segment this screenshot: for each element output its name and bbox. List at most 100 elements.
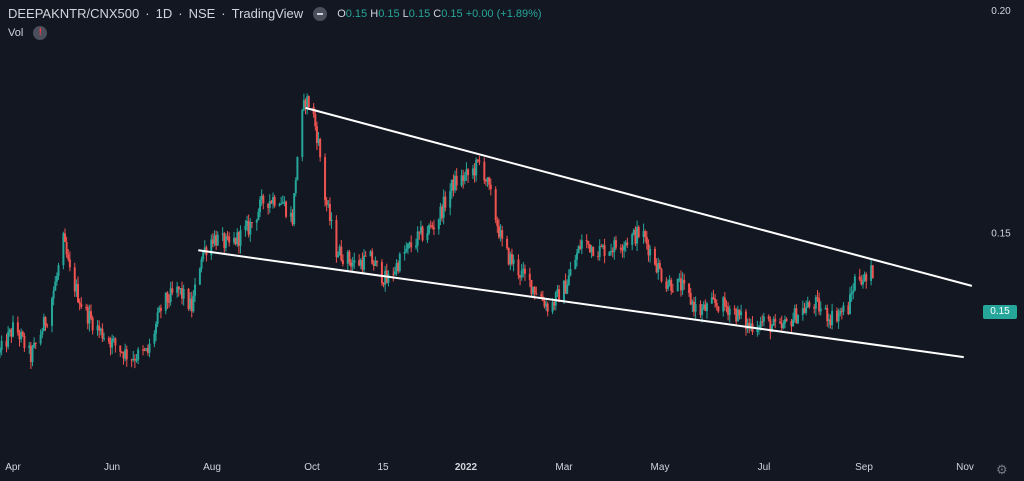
candle-body [553,302,556,306]
candle-body [705,303,708,311]
candle-body [556,289,559,293]
candle-body [712,297,715,300]
candle-body [829,319,832,326]
candle-body [8,329,11,332]
candle-body [317,138,320,143]
candle-body [439,206,442,220]
candle-body [792,319,795,327]
candle-body [337,255,340,257]
candle-body [691,301,694,305]
close-label: C [433,7,442,20]
candle-body [592,246,595,256]
volume-label[interactable]: Vol [8,27,24,39]
candle-body [57,265,60,277]
candle-body [660,269,663,282]
candle-body [285,201,288,217]
candle-body [770,325,773,333]
candle-body [614,240,617,248]
candle-body [387,273,390,283]
candle-body [566,284,569,294]
candle-body [190,298,193,312]
candle-body [278,204,281,206]
candle-body [486,177,489,182]
candle-body [203,247,206,253]
candle-body [46,325,49,327]
candle-body [416,231,419,246]
candle-body [255,219,258,223]
x-tick-label: Mar [555,462,573,473]
candle-body [233,237,236,243]
candle-body [301,109,304,158]
candle-body [262,195,265,204]
candle-body [125,349,128,360]
candle-body [722,297,725,312]
candle-body [39,334,42,344]
open-value: 0.15 [345,7,368,20]
candle-body [168,301,171,303]
candle-body [77,283,80,303]
candle-body [852,290,855,293]
trendlines-group [198,106,973,359]
candle-body [653,248,656,265]
candle-body [636,226,639,244]
candle-body [681,279,684,291]
alert-icon[interactable]: ! [33,26,48,40]
candle-body [805,307,808,313]
candle-body [506,238,509,248]
candle-body [813,306,816,309]
candle-body [723,297,726,306]
candle-body [335,219,338,257]
candle-body [155,323,158,334]
candle-body [5,340,8,347]
candle-body [522,268,525,271]
candle-body [142,349,145,351]
open-label: O [337,7,346,20]
candle-body [567,275,570,285]
candle-body [779,321,782,324]
gear-icon[interactable]: ⚙ [996,462,1008,477]
candle-body [146,348,149,353]
candle-body [704,304,707,311]
candle-body [236,232,239,245]
candle-body [358,260,361,266]
lower-trendline[interactable] [198,249,964,359]
low-value: 0.15 [408,7,431,20]
candle-body [10,329,13,337]
candle-body [476,159,479,161]
candle-body [215,235,218,246]
candle-body [835,310,838,322]
candle-body [327,203,330,205]
collapse-legend-icon[interactable] [313,6,328,21]
candle-body [455,175,458,186]
candle-body [808,302,811,307]
interval-label[interactable]: 1D [155,6,173,21]
candle-body [463,175,466,181]
candle-body [20,331,23,340]
candle-body [814,297,817,309]
candle-body [31,347,34,362]
candle-body [200,259,203,269]
candle-body [382,283,385,285]
candle-body [831,310,834,326]
candle-body [98,325,101,331]
symbol-label[interactable]: DEEPAKNTR/CNX500 [8,6,140,21]
candle-body [176,286,179,293]
candle-body [306,96,309,107]
candle-body [68,259,71,268]
candle-body [350,262,353,267]
candle-body [338,246,341,256]
candle-body [692,301,695,312]
candle-body [314,114,317,127]
candle-body [848,294,851,314]
candle-body [865,274,868,282]
candle-body [545,303,548,307]
candle-body [601,245,604,247]
candle-body [850,292,853,295]
candle-body [330,219,333,222]
upper-trendline[interactable] [305,106,973,287]
candle-body [280,203,283,205]
candle-body [450,179,453,192]
candle-body [871,265,874,279]
candle-body [597,255,600,257]
